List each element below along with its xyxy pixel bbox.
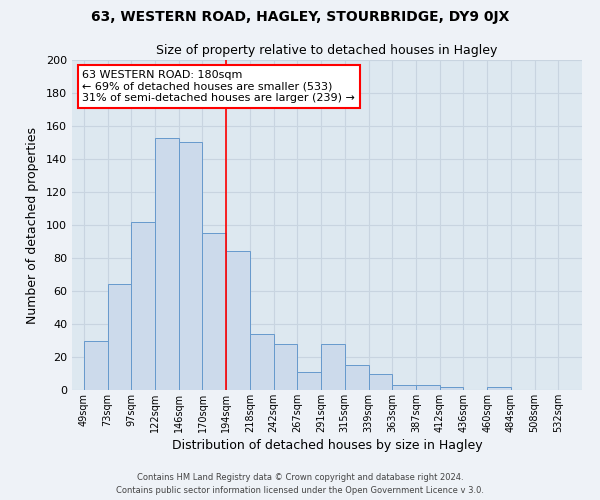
Bar bbox=[107, 284, 131, 390]
Bar bbox=[392, 385, 416, 390]
Bar bbox=[298, 372, 321, 390]
Title: Size of property relative to detached houses in Hagley: Size of property relative to detached ho… bbox=[157, 44, 497, 58]
Text: 63, WESTERN ROAD, HAGLEY, STOURBRIDGE, DY9 0JX: 63, WESTERN ROAD, HAGLEY, STOURBRIDGE, D… bbox=[91, 10, 509, 24]
Text: Contains HM Land Registry data © Crown copyright and database right 2024.
Contai: Contains HM Land Registry data © Crown c… bbox=[116, 474, 484, 495]
Bar bbox=[416, 385, 440, 390]
Bar bbox=[321, 344, 345, 390]
Bar bbox=[131, 222, 155, 390]
Bar bbox=[155, 138, 179, 390]
Bar bbox=[274, 344, 298, 390]
Bar bbox=[202, 233, 226, 390]
Bar bbox=[179, 142, 202, 390]
Y-axis label: Number of detached properties: Number of detached properties bbox=[26, 126, 39, 324]
X-axis label: Distribution of detached houses by size in Hagley: Distribution of detached houses by size … bbox=[172, 439, 482, 452]
Bar bbox=[226, 252, 250, 390]
Bar bbox=[487, 386, 511, 390]
Text: 63 WESTERN ROAD: 180sqm
← 69% of detached houses are smaller (533)
31% of semi-d: 63 WESTERN ROAD: 180sqm ← 69% of detache… bbox=[82, 70, 355, 103]
Bar bbox=[440, 386, 463, 390]
Bar bbox=[345, 365, 368, 390]
Bar bbox=[250, 334, 274, 390]
Bar bbox=[84, 340, 107, 390]
Bar bbox=[368, 374, 392, 390]
